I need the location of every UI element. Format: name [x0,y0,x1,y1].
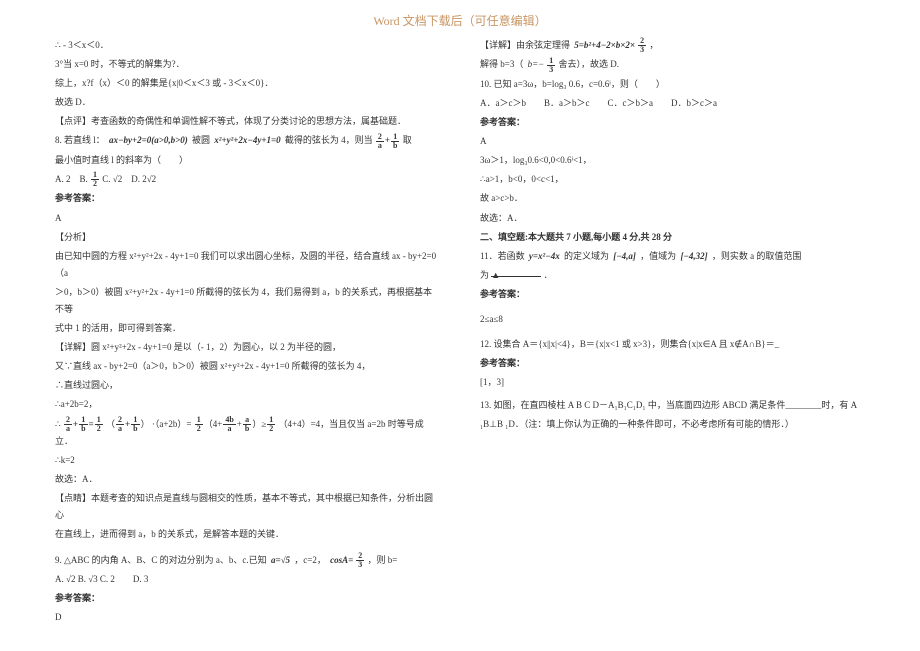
q8-last: 取 [403,135,412,145]
line: ∴ - 3＜x＜0． [55,37,440,54]
r2-pre: 解得 b=3（ [480,59,523,69]
q11-pre: 11．若函数 [480,251,525,261]
point-line: 在直线上，进而得到 a，b 的关系式，是解答本题的关键． [55,526,440,543]
q8-answer: A [55,210,440,227]
answer-label: 参考答案： [480,286,865,303]
analysis-line: 式中 1 的活用，即可得到答案． [55,320,440,337]
q13-line2: ₁B⊥B ₁D．（注：填上你认为正确的一种条件即可，不必考虑所有可能的情形．） [480,416,865,433]
q10: 10. 已知 a=3ω，b=log₃ 0.6，c=0.6ⁱ，则（ ） [480,76,865,93]
f: 2a [116,416,124,433]
f: 12 [195,416,203,433]
f: 1b [131,416,139,433]
detail-line: ∴k=2 [55,452,440,469]
line: 综上，x?f（x）＜0 的解集是{x|0＜x＜3 或 - 3＜x＜0}． [55,75,440,92]
analysis-line: 由已知中圆的方程 x²+y²+2x - 4y+1=0 我们可以求出圆心坐标，及圆… [55,248,440,282]
f: 1b [79,416,87,433]
line: 故选 D． [55,94,440,111]
left-column: ∴ - 3＜x＜0． 3°当 x=0 时，不等式的解集为?． 综上，x?f（x）… [55,35,440,628]
q11-l2end: ． [544,270,553,280]
r1-eq: 5=b²+4−2×b×2× [572,40,637,50]
f: 12 [267,416,275,433]
q9-end: ，则 b= [367,555,397,565]
q8-options: A. 2 B. 12 C. √2 D. 2√2 [55,171,440,188]
right-column: 【详解】由余弦定理得 5=b²+4−2×b×2×23 ， 解得 b=3（ b=−… [480,35,865,628]
q9-pre: 9. △ABC 的内角 A、B、C 的对边分别为 a、b、c.已知 [55,555,267,565]
f: ab [243,416,251,433]
answer-label: 参考答案： [480,355,865,372]
f: 23 [356,552,364,569]
q9-c: ，c=2， [294,555,326,565]
f: 12 [95,416,103,433]
r2: 解得 b=3（ b=−13 舍去），故选 D. [480,56,865,73]
frac-2a-1b: 2a [376,133,384,150]
q12: 12. 设集合 A＝{x||x|<4}，B＝{x|x<1 或 x>3}，则集合{… [480,336,865,353]
opt-cd: C. √2 D. 2√2 [102,174,156,184]
q10-step: ∴a>1，b<0，0<c<1， [480,171,865,188]
content-columns: ∴ - 3＜x＜0． 3°当 x=0 时，不等式的解集为?． 综上，x?f（x）… [0,35,920,628]
answer-label: 参考答案： [55,190,440,207]
f: 4ba [223,416,235,433]
r1-end: ， [649,40,658,50]
line: 3°当 x=0 时，不等式的解集为?． [55,56,440,73]
q10-step: 故选：A． [480,210,865,227]
q12-answer: [1，3] [480,374,865,391]
q9-options: A. √2 B. √3 C. 2 D. 3 [55,571,440,588]
d4-pre: ∴ [55,419,61,429]
d4-post: （4+4）=4，当且仅当 a=2b 时等号成立． [55,419,424,446]
frac: 1b [391,133,399,150]
q8-mid: 被圆 [192,135,210,145]
section-2-header: 二、填空题:本大题共 7 小题,每小题 4 分,共 28 分 [480,229,865,246]
answer-label: 参考答案： [55,590,440,607]
q8-prefix: 8. 若直线 l： [55,135,105,145]
detail-label: 【详解】圆 x²+y²+2x - 4y+1=0 是以（- 1，2）为圆心，以 2… [55,339,440,356]
q11-end: ，则实数 a 的取值范围 [712,251,802,261]
detail-line: ∴直线过圆心， [55,377,440,394]
answer-label: 参考答案： [480,114,865,131]
q13-line1: 13. 如图，在直四棱柱 A B C D－A₁B₁C₁D₁ 中，当底面四边形 A… [480,397,865,414]
f: 2a [64,416,72,433]
q11-rng: [−4,32] [678,251,709,261]
q10-step: 故 a>c>b． [480,190,865,207]
f: 23 [638,37,646,54]
q11-line2: 为 ▲ ． [480,267,865,284]
q9-answer: D [55,609,440,626]
detail-line: ∴a+2b=2， [55,396,440,413]
d4-mid: ·（a+2b）= [152,419,192,429]
q9-cos: cosA= [328,555,355,565]
q11-mid2: ，值域为 [640,251,676,261]
q8-line2: 最小值时直线 l 的斜率为（ ） [55,152,440,169]
point-label: 【点睛】本题考查的知识点是直线与圆相交的性质，基本不等式，其中根据已知条件，分析… [55,490,440,524]
comment: 【点评】考查函数的奇偶性和单调性解不等式，体现了分类讨论的思想方法，属基础题． [55,113,440,130]
q8-post: 截得的弦长为 4，则当 [285,135,373,145]
frac-half: 12 [91,171,99,188]
f: 13 [547,57,555,74]
q11-dom: [−4,a] [611,251,638,261]
q8-formula-1: ax−by+2=0(a>0,b>0) [107,135,190,145]
r1: 【详解】由余弦定理得 5=b²+4−2×b×2×23 ， [480,37,865,54]
q9-eq: a=√5 [269,555,292,565]
detail-line-4: ∴ 2a+1b=12 （2a+1b） ·（a+2b）= 12（4+4ba+ab）… [55,416,440,451]
analysis-label: 【分析】 [55,229,440,246]
q11-answer: 2≤a≤8 [480,311,865,328]
blank-field: ▲ [491,267,541,277]
page-header: Word 文档下载后（可任意编辑） [0,0,920,35]
q11-eq: y=x²−4x [527,251,562,261]
detail-line: 故选：A． [55,471,440,488]
q8-formula-2: x²+y²+2x−4y+1=0 [212,135,282,145]
q10-answer: A [480,133,865,150]
r2-post: 舍去），故选 D. [558,59,619,69]
r2-mid: b=− [526,59,547,69]
q11-l2: 为 [480,270,489,280]
r1-pre: 【详解】由余弦定理得 [480,40,570,50]
q11-mid: 的定义域为 [564,251,609,261]
q10-step: 3ω＞1，log₃0.6<0,0<0.6ⁱ<1， [480,152,865,169]
q11-line1: 11．若函数 y=x²−4x 的定义域为 [−4,a] ，值域为 [−4,32]… [480,248,865,265]
detail-line: 又∵直线 ax - by+2=0（a＞0，b＞0）被圆 x²+y²+2x - 4… [55,358,440,375]
q8-line1: 8. 若直线 l： ax−by+2=0(a>0,b>0) 被圆 x²+y²+2x… [55,132,440,149]
q10-options: A．a＞c＞b B．a＞b＞c C．c＞b＞a D．b＞c＞a [480,95,865,112]
analysis-line: ＞0，b＞0）被圆 x²+y²+2x - 4y+1=0 所截得的弦长为 4，我们… [55,284,440,318]
opt-a: A. 2 B. [55,174,88,184]
q9-line: 9. △ABC 的内角 A、B、C 的对边分别为 a、b、c.已知 a=√5 ，… [55,552,440,569]
